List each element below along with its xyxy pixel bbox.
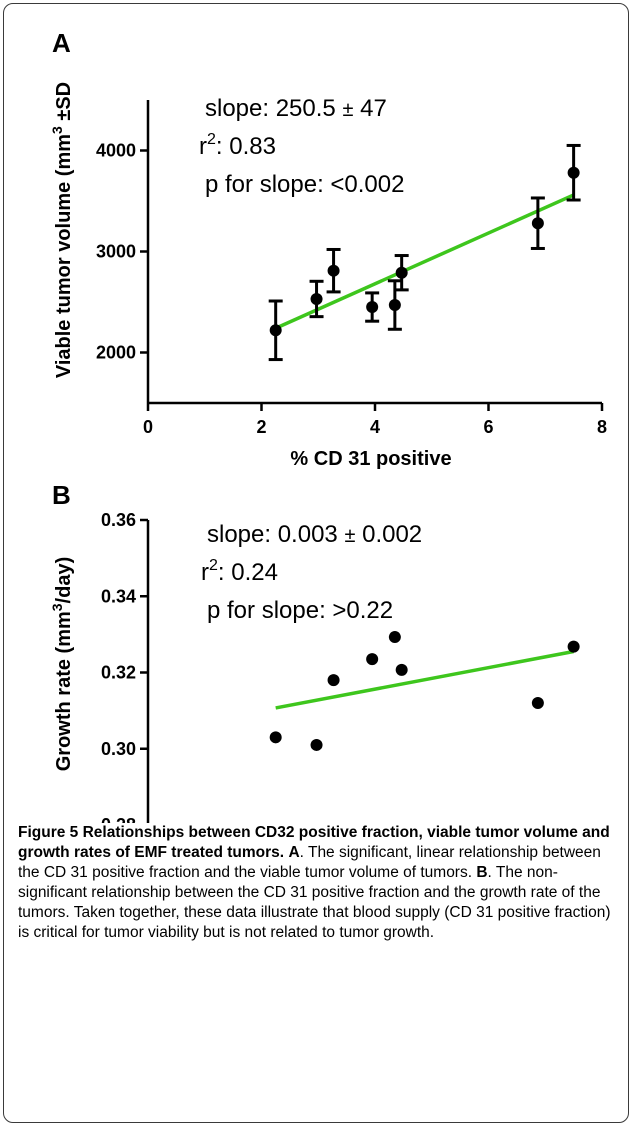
y-tick-label-a-2: 4000 <box>96 141 136 161</box>
x-tick-label-a-0: 0 <box>143 417 153 437</box>
y-tick-label-b-2: 0.32 <box>101 663 136 683</box>
data-point-a-6 <box>531 217 544 230</box>
y-tick-label-a-0: 2000 <box>96 343 136 363</box>
panel-a-label: A <box>52 28 71 58</box>
figure-caption: Figure 5 Relationships between CD32 posi… <box>18 823 616 943</box>
data-point-a-1 <box>310 292 323 305</box>
fit-line-b <box>275 649 574 710</box>
y-axis-label-a: Viable tumor volume (mm3 ±SD <box>49 82 75 378</box>
x-tick-label-a-1: 2 <box>256 417 266 437</box>
data-point-a-5 <box>395 266 408 279</box>
caption-panel-b-label: B <box>476 864 488 881</box>
data-point-a-0 <box>269 324 282 337</box>
y-tick-label-b-4: 0.36 <box>101 510 136 530</box>
stat-slope-a: slope: 250.5 ± 47 <box>205 95 387 122</box>
x-tick-label-a-3: 6 <box>483 417 493 437</box>
caption-panel-b-text: . The non-significant relationship betwe… <box>18 864 611 941</box>
figure-frame <box>3 3 629 1123</box>
data-point-a-2 <box>327 264 340 277</box>
caption-panel-a-label: A <box>288 844 300 861</box>
plot-area-a: 0 2 4 6 8 2000 3000 4000 % CD 31 positive Viable … <box>49 82 607 470</box>
data-point-b-3 <box>366 653 379 666</box>
y-tick-label-b-3: 0.34 <box>101 586 136 606</box>
data-point-b-5 <box>395 663 408 676</box>
data-point-a-3 <box>366 301 379 314</box>
y-axis-label-b: Growth rate (mm3/day) <box>49 557 75 772</box>
y-tick-label-b-1: 0.30 <box>101 739 136 759</box>
data-point-b-7 <box>567 640 580 653</box>
data-point-b-2 <box>327 674 340 687</box>
x-tick-label-a-4: 8 <box>597 417 607 437</box>
x-axis-label-a: % CD 31 positive <box>290 448 451 470</box>
stat-slope-b: slope: 0.003 ± 0.002 <box>207 521 422 548</box>
data-point-b-4 <box>388 631 401 644</box>
caption-title: Figure 5 Relationships between CD32 posi… <box>18 824 610 861</box>
x-tick-label-a-2: 4 <box>370 417 380 437</box>
data-point-b-0 <box>269 731 282 744</box>
stat-r2-b: r2: 0.24 <box>201 557 278 586</box>
stat-p-b: p for slope: >0.22 <box>207 597 393 624</box>
stat-r2-a: r2: 0.83 <box>199 131 276 160</box>
fit-line-a <box>274 193 575 330</box>
caption-panel-a-text: . The significant, linear relationship b… <box>18 844 601 881</box>
data-point-b-6 <box>531 697 544 709</box>
data-point-a-4 <box>388 299 401 312</box>
plot-area-b: 024680.280.300.320.340.36% CD 31 positiv… <box>49 510 580 823</box>
chart-panel-b: B 024680.280.300.320.340.36% CD 31 posit… <box>49 480 580 823</box>
data-point-a-7 <box>567 166 580 179</box>
data-point-b-1 <box>310 738 323 751</box>
y-tick-label-a-1: 3000 <box>96 242 136 262</box>
panel-b-label: B <box>52 480 71 510</box>
y-tick-label-b-0: 0.28 <box>101 815 136 823</box>
stat-p-a: p for slope: <0.002 <box>205 171 404 198</box>
chart-panel-a: A 0 2 4 6 8 2000 3000 4000 % CD 31 positive Viabl… <box>49 28 607 470</box>
